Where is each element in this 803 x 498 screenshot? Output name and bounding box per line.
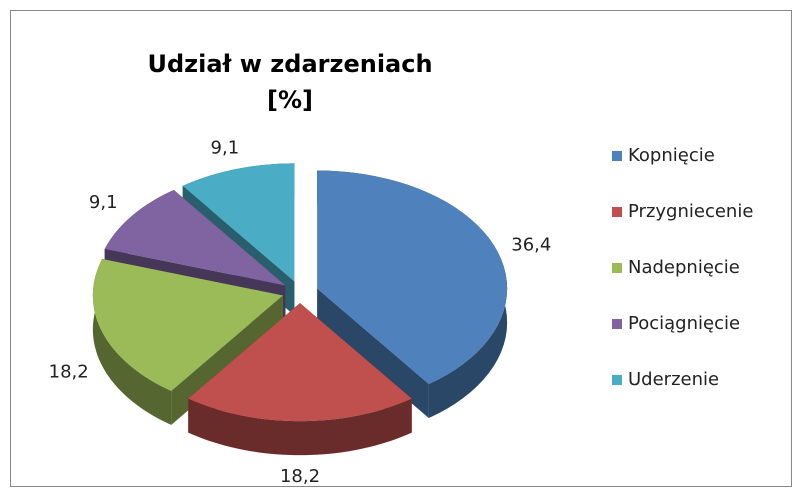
legend-swatch (612, 263, 622, 273)
slice (317, 170, 508, 385)
legend-swatch (612, 319, 622, 329)
chart-frame (10, 10, 792, 487)
slice-side-shade (317, 288, 429, 419)
data-label: 36,4 (511, 234, 551, 255)
legend-label: Nadepnięcie (628, 257, 740, 278)
legend-label: Pociągnięcie (628, 313, 740, 334)
data-label: 18,2 (49, 362, 89, 383)
slice (182, 163, 295, 282)
slice-group (188, 303, 412, 456)
slice-group (92, 258, 283, 425)
data-label: 9,1 (89, 192, 118, 213)
slice (92, 258, 283, 391)
legend-swatch (612, 207, 622, 217)
legend-label: Kopnięcie (628, 145, 715, 166)
data-label: 18,2 (280, 466, 320, 487)
slice (104, 189, 286, 286)
legend-swatch (612, 375, 622, 385)
legend-label: Przygniecenie (628, 201, 753, 222)
slice-side-shade (188, 398, 412, 456)
slice (188, 303, 412, 422)
slice-group (317, 170, 508, 419)
legend-label: Uderzenie (628, 369, 719, 390)
legend-swatch (612, 151, 622, 161)
data-label: 9,1 (211, 137, 240, 158)
slice-side (317, 288, 429, 419)
slice-side (188, 398, 412, 456)
slice-side (92, 258, 172, 425)
slice-side-shade (92, 258, 172, 425)
chart-title: Udział w zdarzeniach [%] (147, 50, 433, 114)
